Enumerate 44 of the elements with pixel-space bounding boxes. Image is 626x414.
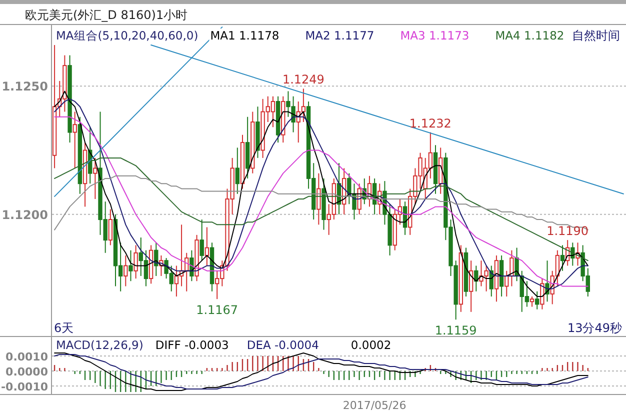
candlestick xyxy=(200,219,204,262)
text: MA4 1.1182 xyxy=(495,28,564,42)
candlestick xyxy=(560,244,565,272)
chart-title: 欧元美元(外汇_D 8160)1小时 xyxy=(25,8,188,22)
candlestick xyxy=(530,296,534,308)
candlestick xyxy=(347,172,352,205)
y-tick-label: 0.0010 xyxy=(6,350,48,364)
y-tick-label: 1.1250 xyxy=(2,80,48,94)
candlestick xyxy=(514,247,519,282)
annotation: 1.1249 xyxy=(282,72,324,87)
text: MA3 1.1173 xyxy=(400,28,470,42)
annotation: 1.1190 xyxy=(546,224,589,238)
candlestick xyxy=(108,208,113,246)
annotation: 6天 xyxy=(54,321,74,335)
candlestick xyxy=(93,157,98,200)
candlestick xyxy=(72,111,77,169)
y-tick-label: 1.1200 xyxy=(2,208,48,222)
candlestick xyxy=(124,254,128,287)
candlestick xyxy=(316,172,321,226)
series-label: DEA -0.0004 xyxy=(246,338,319,352)
y-tick-label: 0.0000 xyxy=(6,366,48,378)
text: MA1 1.1178 xyxy=(210,28,280,42)
candlestick xyxy=(352,183,356,220)
candlestick xyxy=(474,265,478,292)
candlestick xyxy=(535,290,540,310)
line-series xyxy=(54,157,588,262)
annotation: 0.0002 xyxy=(350,338,392,352)
annotation: 1.1167 xyxy=(196,303,238,318)
annotation: 13分49秒 xyxy=(567,321,622,335)
candlestick xyxy=(204,226,210,266)
y-tick-label: -0.0010 xyxy=(0,380,48,394)
legend-title: MACD(12,26,9) xyxy=(56,338,144,352)
candlestick xyxy=(235,147,240,194)
annotation: 1.1159 xyxy=(434,324,477,338)
legend-title: MA组合(5,10,20,40,60,0) xyxy=(56,28,198,42)
annotation: 自然时间 xyxy=(572,28,620,42)
candlestick xyxy=(510,250,514,287)
candlestick xyxy=(134,244,138,280)
candlestick xyxy=(128,250,133,282)
annotation: 1.1232 xyxy=(409,116,452,130)
x-tick-label: 2017/05/26 xyxy=(342,399,406,412)
candlestick xyxy=(540,278,544,310)
text: DIFF -0.0003 xyxy=(155,338,229,352)
text: MA2 1.1177 xyxy=(305,28,374,42)
